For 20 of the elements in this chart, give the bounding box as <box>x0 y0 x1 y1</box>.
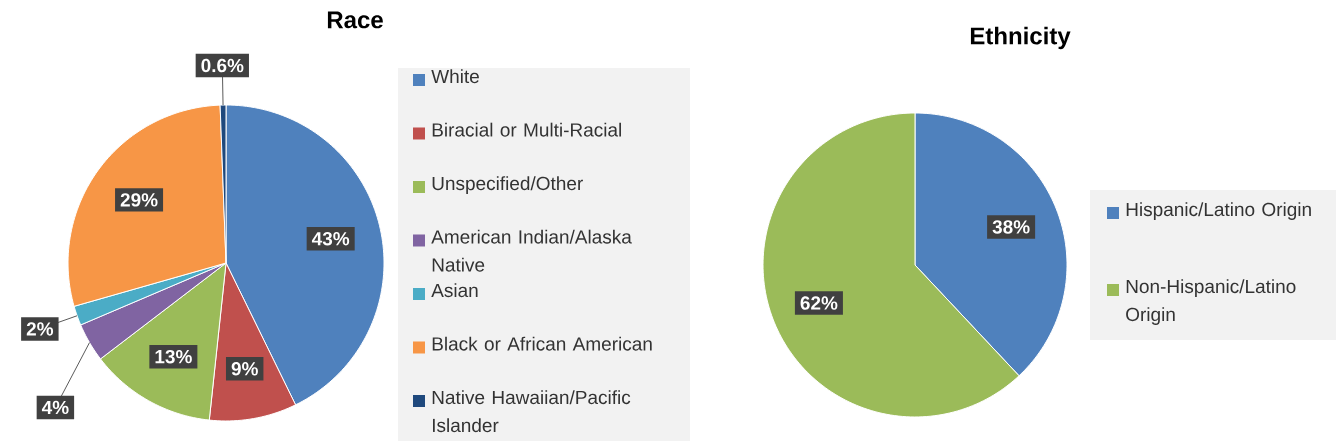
legend-label: Hispanic/Latino Origin <box>1126 202 1311 220</box>
legend-label: Non-Hispanic/Latino Origin <box>1126 279 1296 325</box>
legend-label: Unspecified/Other <box>432 176 583 194</box>
data-label: 4% <box>41 400 69 415</box>
data-label: 13% <box>155 349 192 364</box>
data-label: 2% <box>26 322 54 336</box>
chart-title: Ethnicity <box>970 26 1071 50</box>
legend-label: Asian <box>431 283 478 298</box>
data-label: 38% <box>992 220 1030 234</box>
data-label: 43% <box>311 231 350 246</box>
legend-label: American Indian/Alaska Native <box>431 229 632 272</box>
data-label: 62% <box>800 296 838 310</box>
legend-label: Biracial or Multi-Racial <box>432 122 621 137</box>
legend-label: Native Hawaiian/Pacific Islander <box>432 390 631 433</box>
legend-label: Black or African American <box>432 336 652 351</box>
data-label: 0.6% <box>201 58 244 73</box>
data-label: 9% <box>231 362 258 376</box>
chart-title: Race <box>327 11 383 29</box>
data-label: 29% <box>120 193 158 207</box>
legend-label: White <box>431 69 479 84</box>
